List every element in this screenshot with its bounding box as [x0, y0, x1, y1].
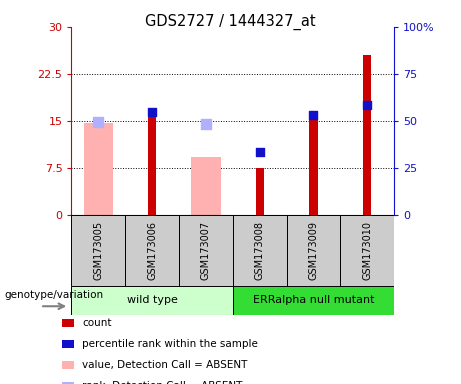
Bar: [309, 116, 318, 215]
Bar: [191, 157, 221, 215]
Bar: [62, 340, 75, 348]
Bar: [179, 215, 233, 286]
Bar: [287, 215, 340, 286]
Text: percentile rank within the sample: percentile rank within the sample: [82, 339, 258, 349]
Bar: [62, 319, 75, 327]
Text: GSM173006: GSM173006: [147, 221, 157, 280]
Text: GSM173008: GSM173008: [254, 221, 265, 280]
Text: ERRalpha null mutant: ERRalpha null mutant: [253, 295, 374, 306]
Text: value, Detection Call = ABSENT: value, Detection Call = ABSENT: [82, 360, 248, 370]
Bar: [71, 215, 125, 286]
Text: GSM173009: GSM173009: [308, 221, 319, 280]
Text: genotype/variation: genotype/variation: [5, 290, 104, 300]
Bar: [125, 215, 179, 286]
Bar: [148, 113, 156, 215]
Text: GSM173010: GSM173010: [362, 221, 372, 280]
Point: [202, 121, 210, 127]
Bar: [62, 361, 75, 369]
Point: [364, 102, 371, 108]
Point: [256, 149, 263, 156]
Bar: [233, 215, 287, 286]
Point: [95, 119, 102, 125]
Text: GDS2727 / 1444327_at: GDS2727 / 1444327_at: [145, 13, 316, 30]
Bar: [340, 215, 394, 286]
Bar: [71, 286, 233, 315]
Bar: [363, 55, 371, 215]
Bar: [62, 382, 75, 384]
Bar: [83, 123, 113, 215]
Point: [148, 108, 156, 114]
Text: rank, Detection Call = ABSENT: rank, Detection Call = ABSENT: [82, 381, 242, 384]
Bar: [233, 286, 394, 315]
Text: wild type: wild type: [127, 295, 177, 306]
Point: [310, 112, 317, 118]
Text: count: count: [82, 318, 112, 328]
Text: GSM173007: GSM173007: [201, 221, 211, 280]
Bar: [256, 168, 264, 215]
Text: GSM173005: GSM173005: [93, 221, 103, 280]
